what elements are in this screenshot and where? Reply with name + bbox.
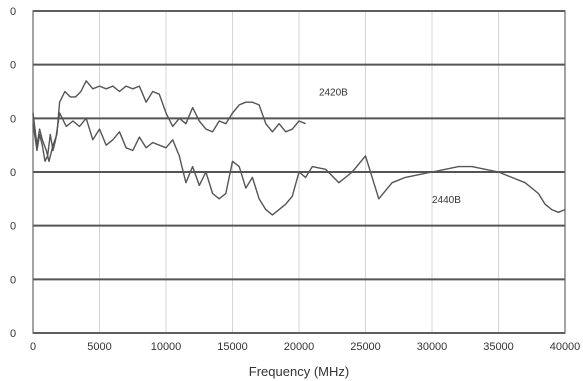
x-tick-label: 0: [30, 341, 36, 353]
y-tick-label: 0: [10, 221, 16, 233]
series-label-2420b: 2420B: [319, 88, 348, 99]
y-tick-label: 0: [10, 6, 16, 18]
y-tick-label: 0: [10, 113, 16, 125]
series-label-2440b: 2440B: [432, 195, 461, 206]
x-tick-label: 10000: [151, 341, 182, 353]
x-tick-label: 20000: [284, 341, 315, 353]
y-tick-label: 0: [10, 60, 16, 72]
x-tick-label: 15000: [217, 341, 248, 353]
y-tick-labels: 0 0 0 0 0 0 0: [10, 6, 16, 340]
x-tick-label: 40000: [550, 341, 581, 353]
x-tick-label: 30000: [417, 341, 448, 353]
series-layer: [32, 80, 566, 216]
y-tick-label: 0: [10, 328, 16, 340]
x-tick-labels: 0 5000 10000 15000 20000 25000 30000 35000 40000: [30, 341, 580, 353]
series-annotations: 2420B 2440B: [319, 88, 461, 206]
x-tick-label: 35000: [483, 341, 514, 353]
x-tick-label: 5000: [87, 341, 111, 353]
x-axis-title: Frequency (MHz): [249, 364, 349, 379]
series-line-2420b: [32, 80, 306, 162]
x-tick-label: 25000: [350, 341, 381, 353]
y-tick-label: 0: [10, 274, 16, 286]
y-tick-label: 0: [10, 167, 16, 179]
plot-frame: [32, 10, 566, 334]
series-line-2440b: [32, 112, 566, 216]
